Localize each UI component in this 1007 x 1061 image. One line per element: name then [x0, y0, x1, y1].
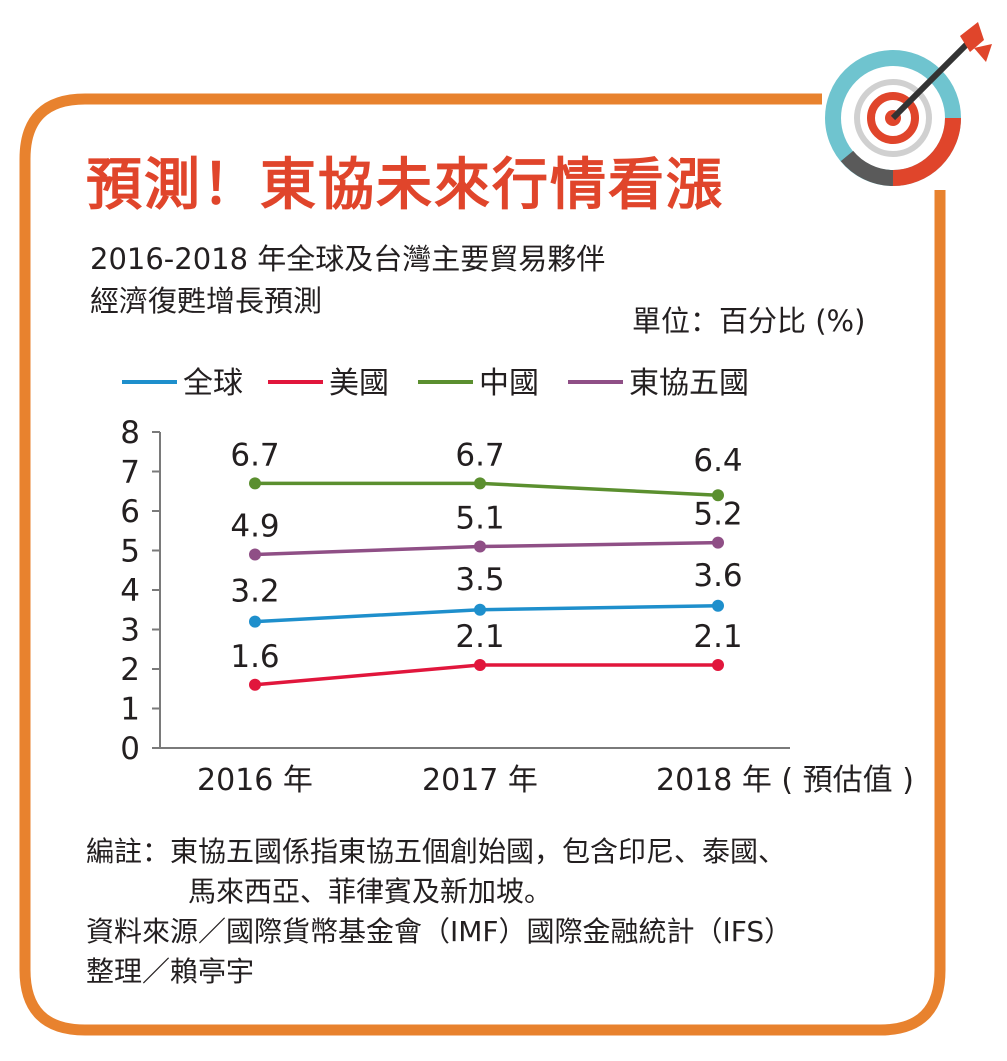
subtitle-line-2: 經濟復甦增長預測: [90, 284, 323, 318]
x-tick-label: 2017 年: [422, 763, 538, 798]
data-label: 3.2: [230, 574, 279, 610]
data-label: 2.1: [455, 619, 504, 655]
source-line: 資料來源／國際貨幣基金會（IMF）國際金融統計（IFS）: [86, 915, 793, 948]
chart-title: 預測！東協未來行情看漲: [86, 152, 724, 218]
x-tick-label: 2018 年 ( 預估值 ): [656, 763, 914, 798]
y-tick-label: 5: [120, 534, 140, 570]
y-tick-label: 2: [120, 652, 140, 688]
chart-subtitle: 2016-2018 年全球及台灣主要貿易夥伴 經濟復甦增長預測: [90, 238, 605, 322]
series-line: [254, 663, 718, 687]
y-tick-label: 3: [120, 613, 140, 649]
unit-label: 單位：百分比 (%): [632, 304, 866, 338]
data-point: [474, 540, 486, 553]
data-label: 5.1: [455, 501, 504, 537]
data-label: 6.7: [455, 437, 504, 473]
y-tick-label: 1: [120, 692, 140, 728]
subtitle-line-1: 2016-2018 年全球及台灣主要貿易夥伴: [90, 242, 606, 276]
data-point: [249, 548, 261, 561]
data-label: 3.5: [455, 562, 504, 598]
y-tick-label: 6: [120, 494, 140, 530]
data-label: 5.2: [693, 497, 742, 533]
legend-label: 中國: [479, 366, 539, 401]
y-tick-label: 0: [120, 731, 140, 767]
data-point: [474, 477, 486, 490]
data-label: 2.1: [693, 619, 742, 655]
data-point: [249, 477, 261, 490]
x-tick-label: 2016 年: [197, 763, 313, 798]
data-label: 6.4: [693, 443, 742, 479]
data-label: 1.6: [230, 639, 279, 675]
data-point: [712, 659, 724, 672]
legend-label: 全球: [183, 366, 243, 401]
data-point: [712, 599, 724, 612]
data-point: [712, 536, 724, 549]
data-point: [249, 615, 261, 628]
note-line-2: 馬來西亞、菲律賓及新加坡。: [188, 875, 553, 908]
y-tick-label: 8: [120, 415, 140, 451]
series-line: [254, 540, 719, 557]
target-icon: [825, 22, 992, 186]
note-line-1: 編註：東協五國係指東協五個創始國，包含印尼、泰國、: [86, 835, 787, 868]
data-label: 3.6: [693, 558, 742, 594]
data-point: [249, 678, 261, 691]
legend-label: 美國: [329, 366, 389, 401]
data-label: 4.9: [230, 508, 279, 544]
legend-label: 東協五國: [629, 366, 749, 401]
data-point: [712, 489, 724, 502]
y-tick-label: 4: [120, 573, 140, 609]
notes: 編註：東協五國係指東協五個創始國，包含印尼、泰國、 馬來西亞、菲律賓及新加坡。 …: [86, 832, 792, 992]
data-label: 6.7: [230, 437, 279, 473]
data-point: [474, 659, 486, 672]
y-tick-label: 7: [120, 455, 140, 491]
credit-line: 整理／賴亭宇: [86, 955, 255, 988]
series-line: [255, 481, 719, 497]
data-point: [474, 603, 486, 616]
